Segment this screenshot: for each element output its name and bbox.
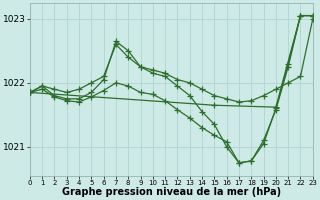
X-axis label: Graphe pression niveau de la mer (hPa): Graphe pression niveau de la mer (hPa)	[62, 187, 281, 197]
